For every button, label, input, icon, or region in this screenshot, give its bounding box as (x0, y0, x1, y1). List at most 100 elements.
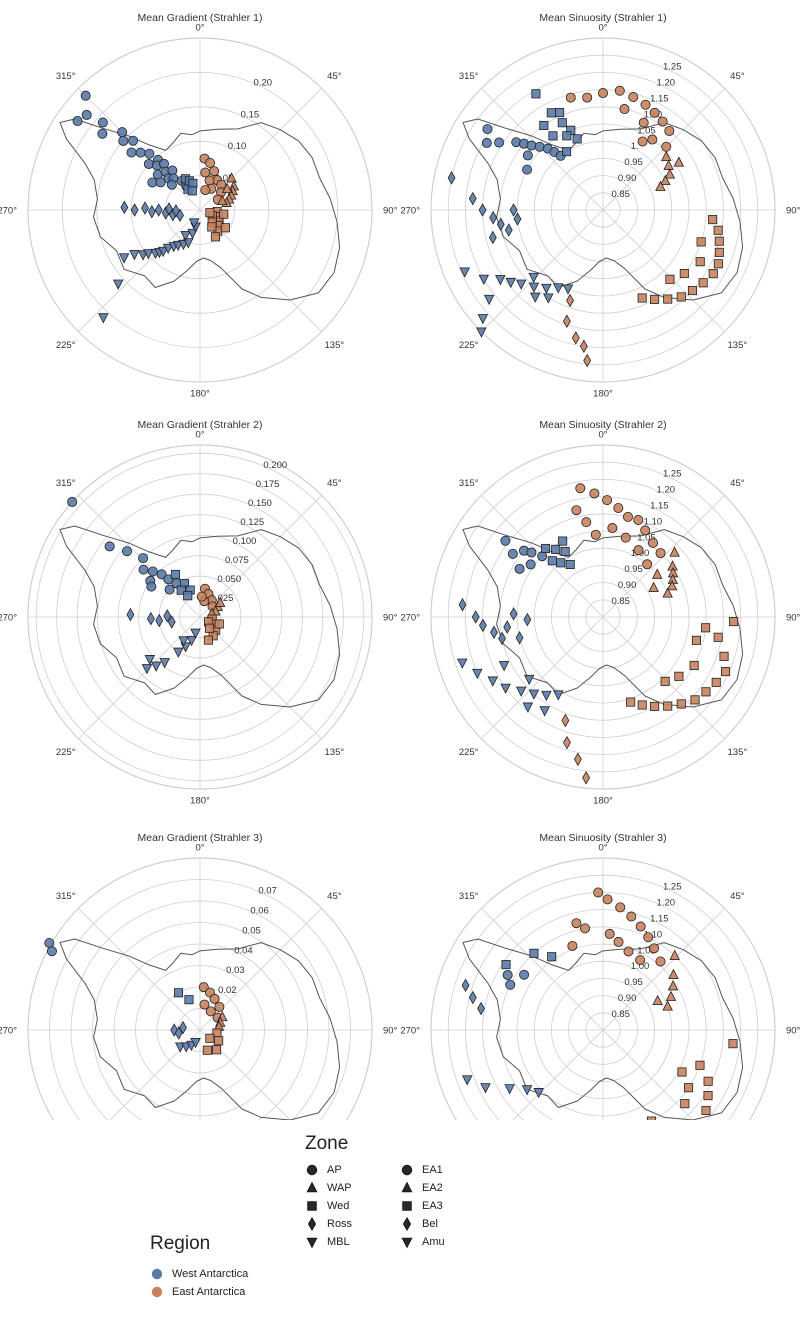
data-point-ap (507, 548, 518, 559)
data-point-ea2 (652, 994, 663, 1006)
data-point-mbl (487, 676, 499, 687)
antarctica-coastline (59, 938, 341, 1120)
data-point-ap (117, 127, 128, 138)
data-point-ea1 (200, 167, 211, 178)
data-point-mbl (178, 636, 189, 647)
data-point-wed (562, 147, 572, 157)
angular-gridline (602, 1029, 694, 1120)
data-point-ea1 (619, 104, 630, 115)
data-point-ross (513, 212, 522, 226)
data-point-ea3 (713, 259, 723, 269)
zone-marker-diamond (307, 1217, 317, 1231)
data-point-mbl (477, 314, 489, 325)
data-point-ea3 (203, 635, 213, 645)
legend-marker-triangle-up (306, 1181, 318, 1193)
angle-tick-label: 45° (730, 478, 745, 489)
data-point-ross (523, 612, 532, 627)
data-point-ap (67, 496, 78, 507)
region-swatch (151, 1286, 163, 1298)
data-point-ross (120, 200, 129, 215)
data-point-ross (179, 1020, 187, 1035)
chart-title: Mean Sinuosity (Strahler 2) (539, 419, 666, 431)
data-point-mbl (150, 661, 162, 672)
legend-label: Bel (422, 1218, 438, 1230)
angle-tick-label: 315° (459, 71, 479, 82)
data-point-ross (155, 613, 164, 628)
data-point-ap (104, 541, 115, 552)
data-point-ea2 (221, 182, 233, 193)
data-point-ea1 (620, 532, 631, 543)
radial-tick-label: 0.90 (618, 580, 637, 591)
data-point-ap (135, 147, 146, 158)
angle-tick-label: 90° (786, 206, 800, 217)
angle-tick-label: 0° (195, 23, 204, 34)
data-point-mbl (553, 690, 564, 701)
data-point-ea3 (687, 286, 698, 296)
data-point-ea1 (628, 92, 639, 103)
data-point-wed (183, 591, 193, 601)
angular-gridline (481, 908, 604, 1031)
data-point-ea3 (703, 1091, 713, 1101)
data-point-ea3 (711, 677, 721, 687)
data-point-ap (144, 148, 155, 159)
data-point-mbl (504, 1084, 515, 1095)
angular-gridline (602, 908, 725, 1031)
angle-tick-label: 270° (0, 613, 17, 624)
data-point-mbl (457, 658, 468, 669)
data-point-ea1 (602, 495, 613, 506)
radial-tick-label: 0.03 (226, 965, 245, 976)
data-point-mbl (186, 636, 197, 647)
radial-tick-label: 0.07 (258, 885, 277, 896)
data-point-bel (563, 735, 571, 750)
data-point-mbl (505, 277, 517, 289)
antarctica-coastline (462, 118, 744, 301)
data-point-bel (583, 353, 592, 368)
data-point-ea2 (660, 174, 671, 186)
legend-marker-triangle-down (401, 1237, 413, 1249)
data-point-mbl (144, 655, 156, 666)
data-point-ap (163, 574, 174, 585)
data-point-ea3 (690, 695, 700, 705)
legend-label: Amu (422, 1236, 445, 1248)
legend-color-dot (151, 1268, 163, 1280)
data-point-mbl (188, 218, 200, 229)
radial-tick-label: 1.20 (657, 484, 676, 495)
angle-tick-label: 180° (190, 389, 210, 400)
data-point-ea3 (708, 269, 718, 279)
zone-marker-circle (401, 1164, 413, 1176)
legend-color-dot (151, 1286, 163, 1298)
legend-label: Ross (327, 1218, 353, 1230)
data-point-ap (525, 559, 536, 570)
zone-marker-diamond (402, 1217, 412, 1231)
angle-tick-label: 45° (327, 891, 342, 902)
data-point-ea3 (728, 1039, 738, 1049)
data-point-ea1 (204, 175, 215, 186)
data-point-ea3 (220, 223, 230, 233)
data-point-ross (154, 203, 163, 217)
zone-legend-item-ap: AP (305, 1161, 400, 1179)
data-point-mbl (143, 249, 154, 260)
data-point-ea3 (665, 274, 675, 284)
data-point-ea1 (209, 993, 220, 1004)
data-point-ea2 (648, 581, 659, 592)
data-point-mbl (129, 250, 140, 261)
data-point-wed (551, 544, 561, 554)
data-point-ea2 (665, 990, 677, 1001)
data-point-mbl (528, 282, 540, 293)
data-point-ea3 (214, 619, 224, 629)
data-point-mbl (529, 292, 541, 303)
data-point-bel (582, 771, 591, 785)
data-point-ea3 (210, 232, 221, 242)
data-point-ea1 (209, 166, 220, 177)
data-point-ross (468, 990, 477, 1005)
radial-tick-label: 0.05 (215, 173, 234, 184)
data-point-mbl (461, 1075, 473, 1086)
legend-label: EA3 (422, 1200, 443, 1212)
data-point-ea3 (680, 1099, 690, 1109)
angle-tick-label: 135° (728, 747, 748, 758)
zone-legend-item-bel: Bel (400, 1215, 495, 1233)
legend-marker-square (307, 1201, 317, 1211)
data-point-mbl (521, 1085, 533, 1096)
data-point-ross (172, 204, 180, 218)
angle-tick-label: 45° (327, 478, 342, 489)
